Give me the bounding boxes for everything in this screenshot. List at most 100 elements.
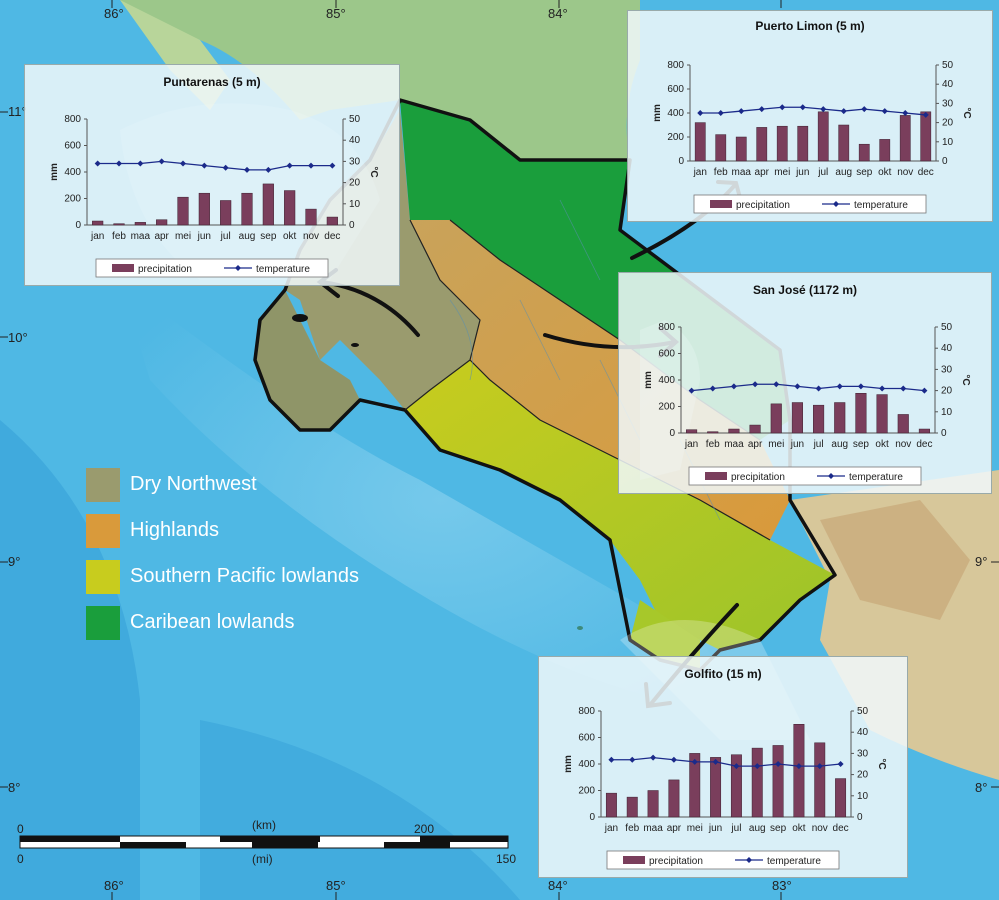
month-label: sep [856, 167, 873, 178]
legend-swatch [86, 606, 120, 640]
precip-bar [198, 192, 210, 226]
month-label: jul [817, 167, 828, 178]
climate-chart-puerto-limon: Puerto Limon (5 m) 0 200 400 600 800 0 10 20 30 4… [627, 10, 993, 222]
temperature-line [97, 160, 333, 171]
precip-bar [879, 139, 891, 162]
temperature-point [137, 160, 144, 167]
precip-bar [284, 190, 296, 226]
precip-bar [305, 208, 317, 226]
temperature-point [794, 383, 801, 390]
lat-label-9-right: 9° [975, 554, 988, 569]
precip-bar [855, 393, 867, 434]
month-label: jul [813, 439, 824, 450]
temperature-point [222, 164, 229, 171]
month-label: jun [197, 231, 211, 242]
legend-temp-marker [833, 201, 839, 207]
legend-precip-swatch [623, 856, 645, 864]
temperature-point [758, 106, 765, 113]
month-label: sep [853, 439, 870, 450]
temperature-point [286, 162, 293, 169]
scale-km-zero: 0 [17, 822, 24, 836]
precip-bar [605, 792, 617, 818]
chart-title: Golfito (15 m) [684, 667, 762, 681]
month-label: sep [260, 231, 277, 242]
tick-label-mm: 400 [578, 759, 595, 770]
legend-temp-marker [828, 473, 834, 479]
tick-label-c: 10 [857, 791, 869, 802]
month-label: maa [131, 231, 151, 242]
precip-bar [817, 111, 829, 162]
month-label: mei [687, 823, 703, 834]
tick-label-c: 50 [941, 322, 953, 333]
legend-item-highlands: Highlands [86, 514, 406, 548]
scale-bar [19, 835, 509, 849]
tick-label-mm: 200 [64, 194, 81, 205]
month-label: dec [833, 823, 849, 834]
month-label: aug [239, 231, 256, 242]
temperature-point [837, 761, 844, 767]
month-label: okt [878, 167, 892, 178]
tick-label-c: 40 [942, 79, 954, 90]
temperature-point [857, 383, 864, 390]
month-label: nov [895, 439, 911, 450]
axis-label-mm: mm [652, 104, 663, 122]
tick-label-mm: 400 [64, 167, 81, 178]
month-label: okt [283, 231, 297, 242]
month-label: maa [732, 167, 752, 178]
temperature-point [688, 387, 695, 394]
tick-label-mm: 600 [667, 84, 684, 95]
scale-mi-max: 150 [496, 852, 517, 866]
precip-bar [749, 424, 761, 434]
legend-precip-swatch [710, 200, 732, 208]
temperature-point [754, 763, 761, 770]
temperature-point [730, 383, 737, 390]
legend-temp-label: temperature [256, 264, 310, 275]
precip-bar [134, 222, 146, 226]
precip-bar [791, 402, 803, 434]
tick-label-c: 0 [349, 220, 355, 231]
chart-title: San José (1172 m) [752, 283, 858, 297]
tick-label-mm: 600 [578, 733, 595, 744]
precip-bar [730, 754, 742, 818]
precip-bar [668, 779, 680, 818]
lon-label-83-bottom: 83° [772, 878, 792, 893]
tick-label-c: 50 [349, 114, 361, 125]
chart-svg: 0 200 400 600 800 0 10 20 30 40 50 mm °C jan feb maa apr… [643, 322, 971, 486]
axis-label-c: °C [960, 374, 971, 385]
legend-swatch [86, 514, 120, 548]
legend-precip-swatch [112, 264, 134, 272]
precip-bar [756, 127, 768, 162]
chart-svg: 0 200 400 600 800 0 10 20 30 40 50 mm °C jan feb maa apr… [652, 60, 972, 214]
axis-label-c: °C [876, 758, 887, 769]
month-label: aug [831, 439, 848, 450]
month-label: feb [112, 231, 126, 242]
chart-legend-box [606, 850, 840, 870]
precip-bar [220, 200, 232, 226]
month-label: okt [875, 439, 889, 450]
temperature-point [799, 104, 806, 111]
precip-bar [813, 404, 825, 434]
precip-bar [772, 745, 784, 818]
month-label: jun [790, 439, 804, 450]
legend-temp-label: temperature [849, 472, 903, 483]
scale-km-unit: (km) [252, 818, 276, 832]
lat-label-11: 11° [8, 104, 27, 119]
temperature-point [861, 106, 868, 113]
precip-bar [735, 136, 747, 162]
axis-label-c: °C [961, 107, 972, 118]
precip-bar [920, 111, 932, 162]
month-label: dec [324, 231, 340, 242]
legend-temp-marker [235, 265, 241, 271]
precip-bar [838, 124, 850, 162]
precip-bar [92, 220, 104, 226]
precip-bar [689, 753, 701, 818]
month-label: aug [835, 167, 852, 178]
precip-bar [797, 125, 809, 162]
month-label: mei [175, 231, 191, 242]
tick-label-mm: 200 [667, 132, 684, 143]
month-label: okt [792, 823, 806, 834]
legend-item-southern-pacific: Southern Pacific lowlands [86, 560, 406, 594]
temperature-point [921, 387, 928, 394]
tick-label-mm: 0 [678, 156, 684, 167]
month-label: jul [730, 823, 741, 834]
